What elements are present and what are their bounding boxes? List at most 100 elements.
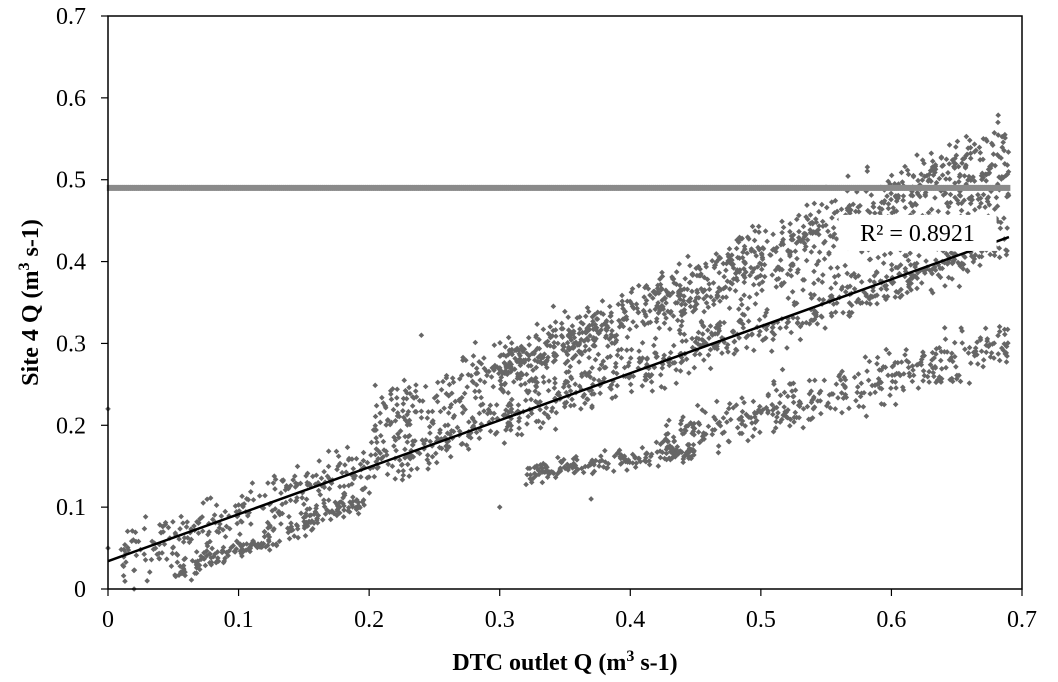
data-point — [421, 441, 427, 447]
data-point — [425, 409, 432, 415]
data-point — [827, 405, 834, 411]
plateau-point — [704, 184, 707, 191]
data-point — [775, 410, 781, 416]
data-point — [152, 545, 159, 551]
data-point — [339, 469, 345, 476]
data-point — [978, 200, 984, 207]
data-point — [793, 216, 800, 223]
plateau-point — [147, 184, 151, 191]
data-point — [954, 138, 961, 145]
data-point — [350, 498, 356, 505]
data-point — [791, 302, 798, 308]
data-point — [733, 346, 739, 353]
data-point — [872, 210, 878, 216]
data-point — [857, 202, 863, 209]
plateau-point — [543, 184, 547, 191]
data-point — [567, 402, 574, 409]
r-squared-label: R² = 0.8921 — [860, 221, 975, 247]
data-point — [531, 470, 538, 477]
data-point — [319, 516, 326, 523]
data-point — [516, 356, 523, 362]
data-point — [182, 555, 189, 562]
data-point — [695, 263, 702, 270]
data-point — [341, 507, 347, 513]
data-point — [784, 414, 791, 421]
plateau-point — [433, 184, 437, 191]
data-point — [751, 237, 758, 244]
plateau-point — [555, 184, 558, 191]
plateau-point — [359, 184, 363, 191]
data-point — [649, 388, 656, 394]
data-point — [688, 453, 694, 460]
data-point — [501, 360, 508, 367]
plateau-point — [870, 184, 874, 191]
data-point — [830, 225, 837, 231]
data-point — [972, 345, 979, 351]
plateau-point — [633, 184, 637, 191]
data-point — [888, 385, 894, 392]
data-point — [983, 136, 989, 143]
data-point — [820, 297, 827, 303]
data-point — [761, 261, 768, 268]
data-point — [833, 236, 840, 242]
data-point — [446, 381, 453, 388]
data-point — [892, 193, 899, 199]
data-point — [848, 207, 854, 213]
data-point — [377, 432, 384, 439]
data-point — [994, 203, 1001, 210]
data-point — [864, 168, 871, 174]
data-point — [608, 310, 615, 316]
plateau-point — [490, 184, 494, 191]
data-point — [663, 300, 669, 306]
plateau-point — [431, 184, 435, 191]
plateau-point — [631, 184, 635, 191]
plateau-point — [614, 184, 617, 191]
data-point — [823, 403, 830, 409]
plateau-point — [972, 184, 976, 191]
data-point — [541, 379, 547, 385]
data-point — [867, 277, 873, 284]
data-point — [663, 422, 670, 429]
data-point — [866, 296, 873, 302]
data-point — [443, 443, 449, 450]
data-point — [832, 210, 838, 216]
plateau-point — [988, 184, 991, 191]
data-point — [412, 388, 419, 394]
plateau-point — [322, 184, 325, 191]
data-point — [679, 310, 686, 317]
plateau-point — [755, 184, 758, 191]
data-point — [577, 350, 583, 356]
data-point — [796, 228, 802, 235]
data-point — [572, 381, 579, 388]
data-point — [995, 112, 1002, 119]
plateau-point — [995, 184, 999, 191]
plateau-point — [829, 184, 833, 191]
data-point — [677, 292, 684, 298]
data-point — [528, 410, 535, 417]
data-point — [915, 177, 921, 184]
data-point — [410, 442, 416, 448]
data-point — [986, 201, 993, 208]
data-point — [1001, 341, 1008, 347]
data-point — [447, 431, 453, 438]
data-point — [904, 167, 911, 174]
plateau-point — [657, 184, 660, 191]
plateau-point — [651, 184, 654, 191]
data-point — [620, 305, 626, 312]
data-point — [146, 569, 153, 575]
plateau-point — [847, 184, 850, 191]
data-point — [856, 403, 862, 410]
y-tick-label: 0.6 — [56, 86, 86, 112]
data-point — [278, 521, 284, 527]
data-point — [594, 316, 601, 322]
plateau-point — [480, 184, 484, 191]
plateau-point — [623, 184, 627, 191]
plateau-point — [553, 184, 556, 191]
data-point — [669, 444, 675, 451]
data-point — [811, 243, 817, 250]
data-point — [738, 421, 745, 427]
data-point — [412, 408, 418, 415]
data-point — [424, 457, 431, 463]
plateau-point — [163, 184, 167, 191]
data-point — [608, 381, 615, 388]
